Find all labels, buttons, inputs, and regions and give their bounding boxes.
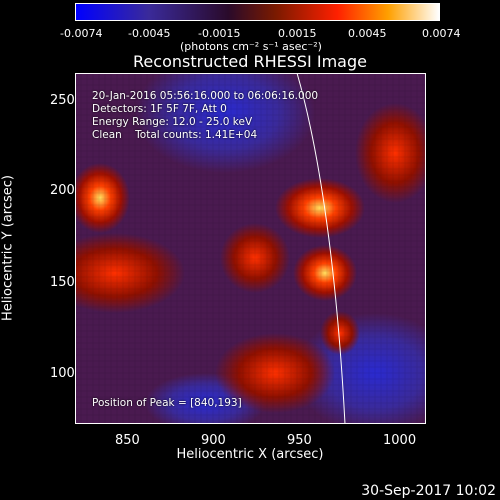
y-tick: 250 bbox=[50, 93, 75, 108]
x-tick: 950 bbox=[287, 433, 312, 448]
colorbar-tick: -0.0015 bbox=[198, 27, 241, 40]
footer-timestamp: 30-Sep-2017 10:02 bbox=[361, 483, 496, 499]
y-tick: 200 bbox=[50, 183, 75, 198]
detectors-label: Detectors: 1F 5F 7F, Att 0 bbox=[92, 103, 227, 115]
x-tick: 900 bbox=[201, 433, 226, 448]
colorbar bbox=[75, 3, 440, 21]
colorbar-units: (photons cm⁻² s⁻¹ asec⁻²) bbox=[180, 40, 322, 53]
y-tick: 100 bbox=[50, 366, 75, 381]
colorbar-tick: -0.0074 bbox=[60, 27, 103, 40]
x-tick: 1000 bbox=[383, 433, 417, 448]
time-range-label: 20-Jan-2016 05:56:16.000 to 06:06:16.000 bbox=[92, 90, 319, 102]
y-tick: 150 bbox=[50, 275, 75, 290]
clean-counts-label: Clean Total counts: 1.41E+04 bbox=[92, 129, 258, 141]
rhessi-image bbox=[75, 73, 426, 424]
energy-range-label: Energy Range: 12.0 - 25.0 keV bbox=[92, 116, 253, 128]
colorbar-tick: 0.0015 bbox=[278, 27, 317, 40]
peak-position-label: Position of Peak = [840,193] bbox=[92, 397, 242, 409]
plot-title: Reconstructed RHESSI Image bbox=[133, 52, 367, 71]
y-axis-label: Heliocentric Y (arcsec) bbox=[0, 175, 16, 321]
colorbar-tick: -0.0045 bbox=[128, 27, 171, 40]
colorbar-tick: 0.0074 bbox=[422, 27, 461, 40]
x-axis-label: Heliocentric X (arcsec) bbox=[176, 447, 324, 462]
x-tick: 850 bbox=[115, 433, 140, 448]
colorbar-tick: 0.0045 bbox=[348, 27, 387, 40]
